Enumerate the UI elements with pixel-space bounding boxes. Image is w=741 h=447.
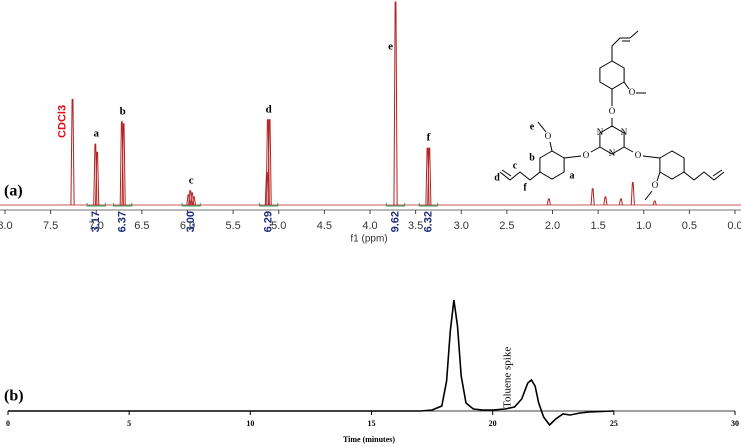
peak: [70, 98, 75, 206]
x-tick-label: 30: [731, 419, 739, 428]
structure-label: b: [529, 152, 535, 163]
integral-bracket: [259, 203, 279, 207]
peak: [95, 151, 100, 206]
molecule-structure: [499, 30, 725, 201]
peak: [590, 188, 595, 206]
peak: [393, 1, 398, 206]
bond: [499, 171, 541, 181]
structure-label: O: [545, 131, 552, 141]
x-axis-title: Time (minutes): [343, 435, 395, 444]
x-tick-label: 5: [127, 419, 131, 428]
structure-label: e: [530, 121, 535, 132]
peak-label: e: [388, 41, 393, 53]
integral-label: 3.17: [90, 211, 102, 232]
peak: [267, 119, 272, 206]
x-tick-label: 6.0: [180, 220, 195, 232]
x-tick-label: 1.5: [590, 220, 605, 232]
integral-label: 6.29: [263, 211, 275, 232]
structure-label: f: [523, 182, 527, 193]
structure-label: c: [513, 160, 518, 171]
peak-label: c: [189, 174, 194, 186]
x-tick-label: 2.5: [499, 220, 514, 232]
bond: [642, 155, 661, 159]
peak: [603, 196, 608, 206]
structure-label: O: [629, 87, 636, 97]
integral-bracket: [86, 203, 106, 207]
structure-label: O: [583, 150, 590, 160]
chromatogram-trace: [8, 299, 614, 427]
structure-label: d: [494, 172, 500, 183]
x-tick-label: 15: [368, 419, 376, 428]
bond: [623, 81, 630, 90]
x-tick-label: 4.5: [317, 220, 332, 232]
x-tick-label: 7.5: [43, 220, 58, 232]
bond: [549, 141, 553, 152]
bond: [712, 169, 723, 177]
structure-label: O: [609, 106, 616, 116]
bond: [501, 169, 512, 177]
x-tick-label: 2.0: [545, 220, 560, 232]
integral-label: 6.32: [422, 211, 434, 232]
ring: [599, 125, 625, 155]
integral-bracket: [385, 203, 406, 207]
structure-label: O: [652, 180, 659, 190]
ring: [659, 150, 685, 180]
annotation: Toluene spike: [502, 347, 514, 408]
ring: [539, 150, 565, 180]
bond: [656, 171, 661, 182]
bond: [644, 190, 653, 201]
x-tick-label: 0: [6, 419, 10, 428]
x-tick-label: 3.5: [408, 220, 423, 232]
integral-bracket: [418, 203, 439, 207]
peak: [630, 182, 635, 206]
structure-label: N: [597, 127, 604, 137]
bond: [590, 146, 601, 153]
structure-label: a: [570, 170, 575, 181]
peak: [618, 198, 624, 206]
x-tick-label: 0.0: [727, 220, 741, 232]
structure-label: O: [635, 150, 642, 160]
bond: [623, 146, 634, 153]
peak-label: b: [120, 105, 126, 117]
bond: [611, 30, 639, 61]
integral-label: 6.37: [117, 211, 129, 232]
peak-label: f: [427, 132, 431, 144]
x-tick-label: 10: [246, 419, 254, 428]
integral-bracket: [113, 203, 133, 207]
x-tick-label: 0.5: [682, 220, 697, 232]
x-tick-label: 6.5: [134, 220, 149, 232]
integral-label: 9.62: [389, 211, 401, 232]
peak: [427, 147, 432, 206]
x-tick-label: 8.0: [0, 220, 13, 232]
x-tick-label: 1.0: [636, 220, 651, 232]
peak: [191, 196, 196, 206]
solvent-label: CDCl3: [56, 105, 68, 138]
integral-label: 3.00: [185, 211, 197, 232]
x-tick-label: 5.0: [271, 220, 286, 232]
x-tick-label: 25: [610, 419, 618, 428]
peak: [652, 200, 657, 206]
structure-label: N: [609, 148, 616, 158]
peak: [121, 123, 126, 206]
x-tick-label: 4.0: [362, 220, 377, 232]
x-tick-label: 3.0: [454, 220, 469, 232]
x-tick-label: 7.0: [89, 220, 104, 232]
x-tick-label: 5.5: [225, 220, 240, 232]
panel-label: (a): [4, 183, 23, 200]
x-axis-title: f1 (ppm): [350, 234, 387, 245]
peak-label: a: [94, 128, 100, 140]
bond: [563, 155, 582, 159]
panel-label: (b): [4, 388, 24, 405]
peak-label: d: [266, 103, 272, 115]
peak: [546, 198, 551, 206]
bond: [683, 171, 725, 181]
structure-label: N: [621, 127, 628, 137]
bond: [537, 121, 547, 133]
ring: [599, 60, 625, 90]
integral-bracket: [181, 203, 201, 207]
x-tick-label: 20: [489, 419, 497, 428]
